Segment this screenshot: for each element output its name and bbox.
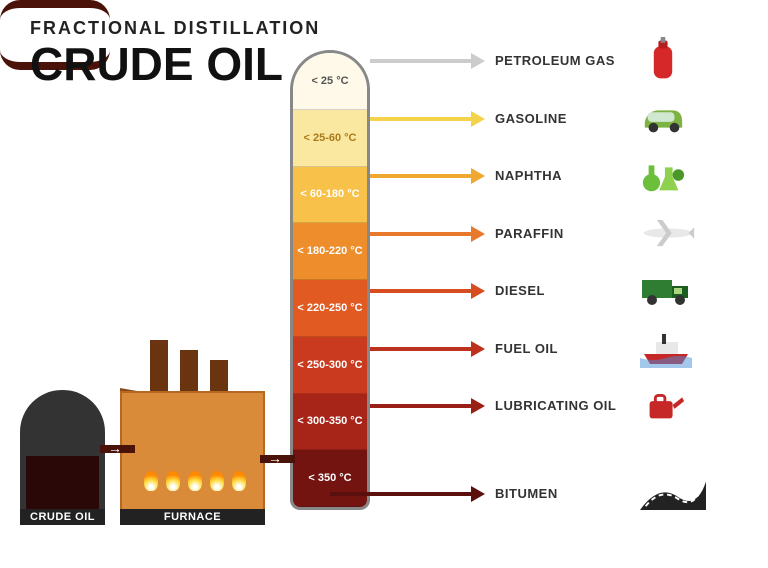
fraction-band: < 180-220 °C	[293, 223, 367, 280]
car-icon	[640, 95, 686, 146]
flasks-icon	[640, 152, 686, 203]
furnace-body	[120, 391, 265, 511]
ship-icon	[640, 325, 692, 376]
distillation-column: < 25 °C< 25-60 °C< 60-180 °C< 180-220 °C…	[290, 50, 370, 510]
fraction-label: LUBRICATING OIL	[495, 398, 616, 413]
fraction-band: < 220-250 °C	[293, 280, 367, 337]
title-main: CRUDE OIL	[30, 41, 320, 87]
diagram-title: FRACTIONAL DISTILLATION CRUDE OIL	[30, 18, 320, 87]
fraction-arrow	[370, 228, 485, 240]
plane-icon	[640, 210, 696, 261]
fraction-arrow	[370, 113, 485, 125]
fraction-label: NAPHTHA	[495, 168, 562, 183]
fraction-label: PETROLEUM GAS	[495, 53, 615, 68]
gas-cylinder-icon	[640, 37, 686, 88]
fraction-label: FUEL OIL	[495, 341, 558, 356]
flame-icon	[144, 471, 158, 491]
tank-label: CRUDE OIL	[20, 509, 105, 525]
fraction-band: < 250-300 °C	[293, 337, 367, 394]
tank-oil-level	[26, 456, 99, 511]
fraction-arrow	[370, 55, 485, 67]
crude-oil-tank: CRUDE OIL	[20, 390, 105, 525]
fraction-label: DIESEL	[495, 283, 545, 298]
fraction-arrow	[330, 488, 485, 500]
fraction-label: BITUMEN	[495, 486, 558, 501]
flame-icon	[210, 471, 224, 491]
fraction-arrow	[370, 400, 485, 412]
flame-icon	[232, 471, 246, 491]
flow-arrow-icon: →	[108, 440, 122, 456]
fraction-label: GASOLINE	[495, 111, 567, 126]
fraction-arrow	[370, 170, 485, 182]
flame-icon	[188, 471, 202, 491]
fraction-label: PARAFFIN	[495, 226, 564, 241]
title-subtitle: FRACTIONAL DISTILLATION	[30, 18, 320, 39]
fraction-band: < 25 °C	[293, 53, 367, 110]
flow-arrow-icon: →	[268, 450, 282, 466]
furnace: FURNACE	[120, 340, 265, 525]
furnace-label: FURNACE	[120, 509, 265, 525]
fraction-arrow	[370, 285, 485, 297]
truck-icon	[640, 267, 692, 318]
tank-dome	[20, 390, 105, 440]
fraction-band: < 25-60 °C	[293, 110, 367, 167]
fraction-band: < 300-350 °C	[293, 394, 367, 451]
oil-can-icon	[640, 382, 686, 433]
flame-icon	[166, 471, 180, 491]
fraction-band: < 60-180 °C	[293, 167, 367, 224]
fraction-arrow	[370, 343, 485, 355]
road-icon	[640, 470, 706, 521]
